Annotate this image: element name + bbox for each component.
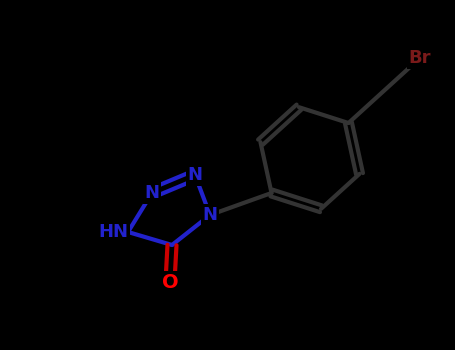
Text: N: N xyxy=(187,166,202,184)
Text: N: N xyxy=(145,184,160,202)
Text: HN: HN xyxy=(98,223,128,241)
Text: O: O xyxy=(162,273,178,292)
Text: N: N xyxy=(202,206,217,224)
Text: Br: Br xyxy=(409,49,431,67)
